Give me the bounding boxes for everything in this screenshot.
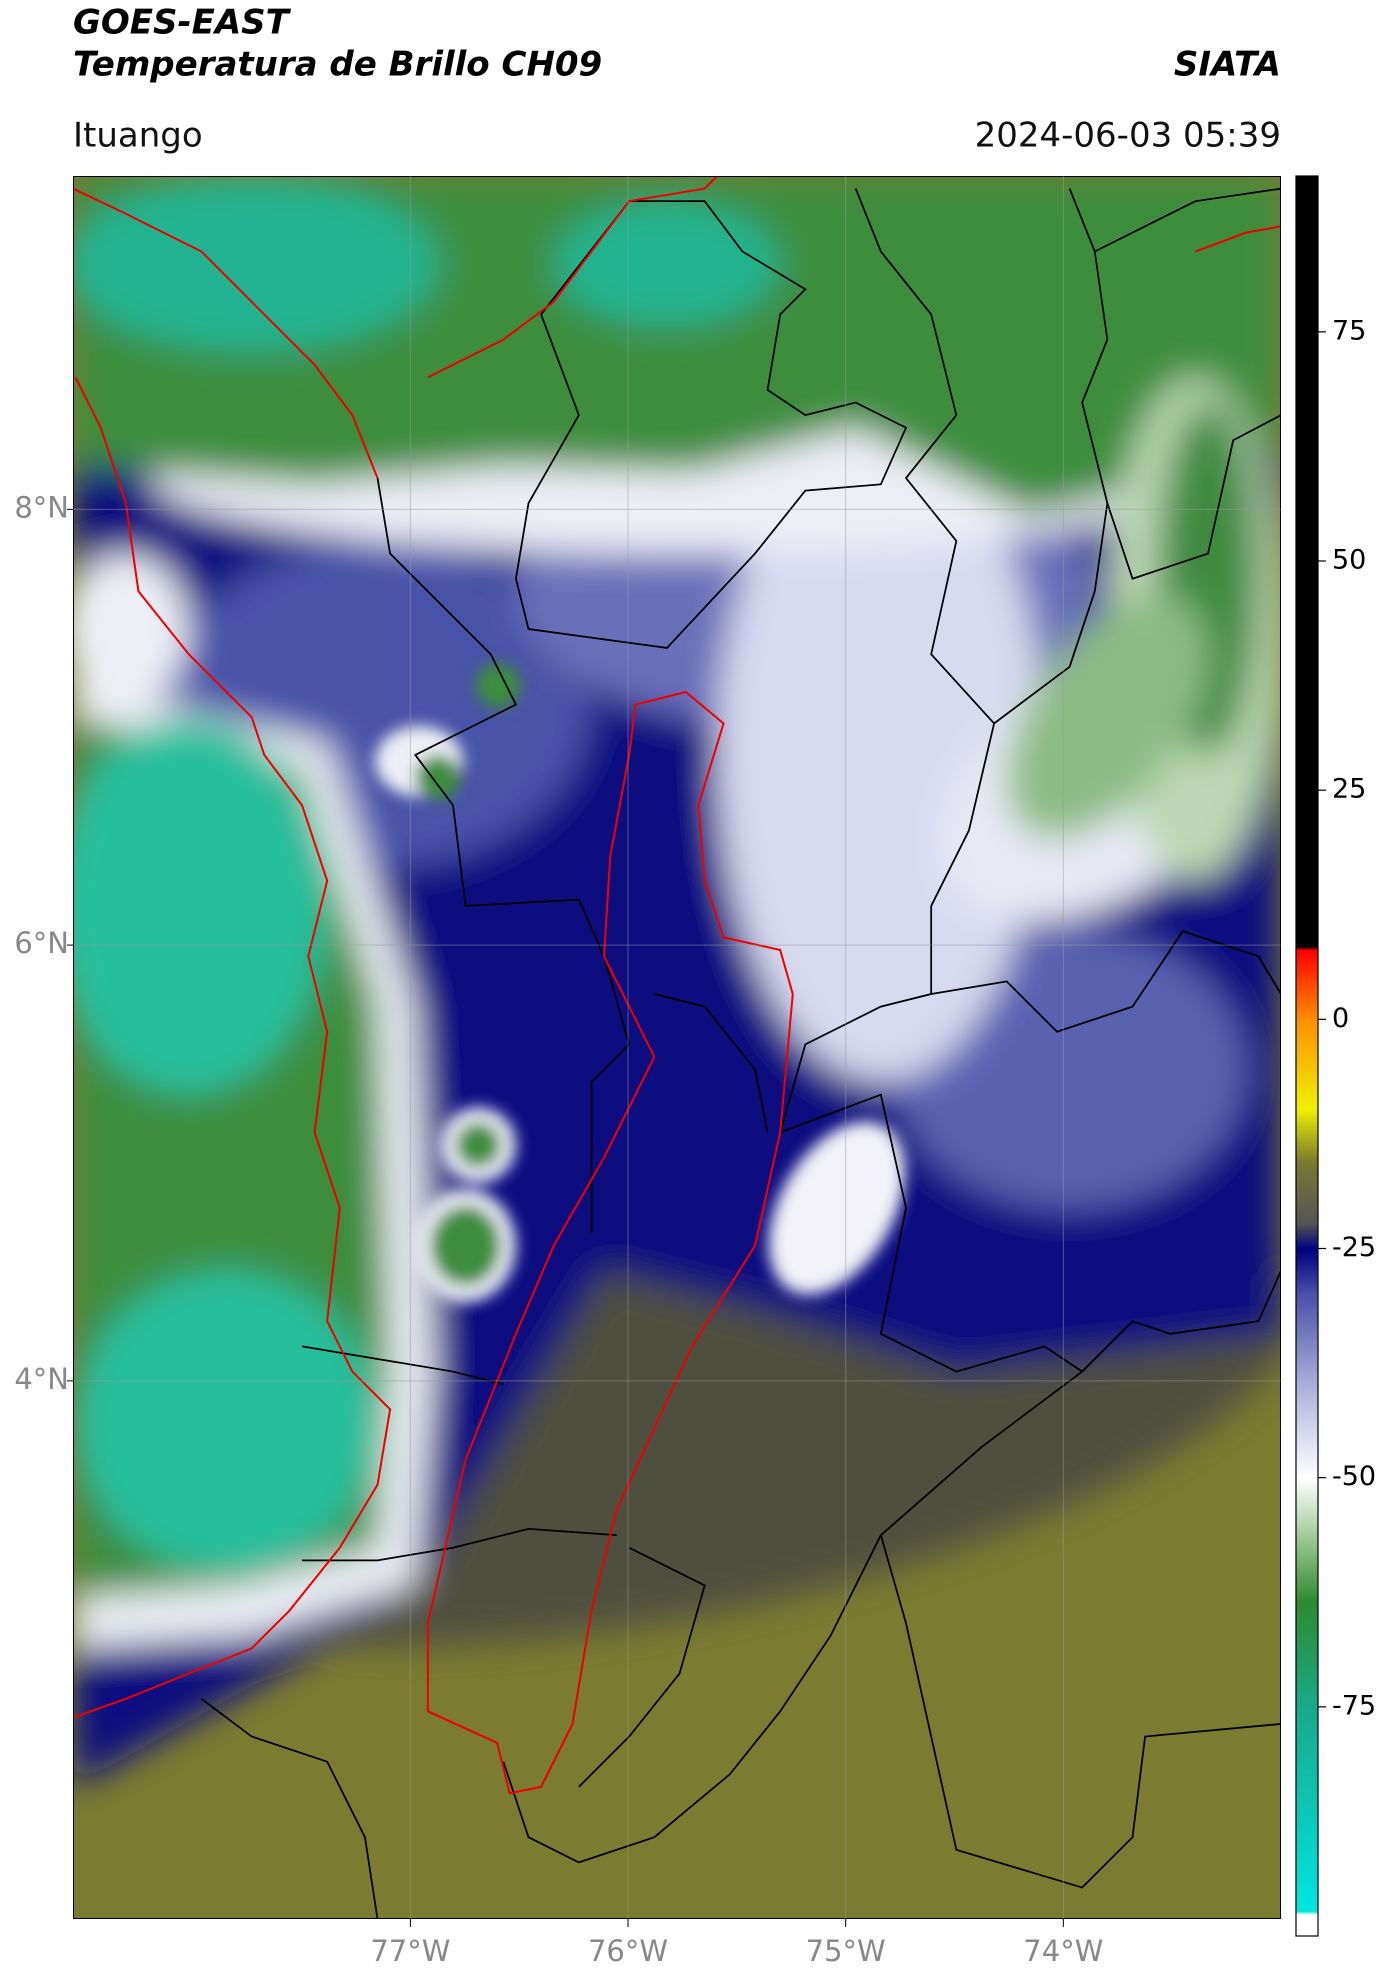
x-tick-label: 76°W — [588, 1934, 668, 1968]
colorbar-tick-label: 25 — [1332, 774, 1366, 805]
colorbar-tick-label: -25 — [1332, 1232, 1376, 1263]
colorbar-tick-label: 0 — [1332, 1003, 1349, 1034]
colorbar-tick-label: -75 — [1332, 1690, 1376, 1721]
brand: SIATA — [1174, 45, 1281, 85]
y-tick-label: 6°N — [14, 926, 69, 960]
colorbar-tick-label: 75 — [1332, 315, 1366, 346]
colorbar-tick-label: -50 — [1332, 1461, 1376, 1492]
timestamp: 2024-06-03 05:39 — [975, 116, 1281, 156]
location: Ituango — [73, 116, 203, 156]
borders — [200, 187, 1281, 1919]
colorbar-tick-label: 50 — [1332, 545, 1366, 576]
title: GOES-EAST — [73, 3, 292, 43]
y-tick-label: 8°N — [14, 490, 69, 524]
imagery — [73, 176, 1281, 1919]
colorbar — [1295, 175, 1319, 1937]
map — [73, 176, 1281, 1919]
outline — [73, 176, 1281, 1795]
x-tick-label: 74°W — [1023, 1934, 1103, 1968]
x-tick-label: 77°W — [370, 1934, 450, 1968]
subtitle: Temperatura de Brillo CH09 — [73, 45, 602, 85]
y-tick-label: 4°N — [14, 1362, 69, 1396]
x-tick-label: 75°W — [806, 1934, 886, 1968]
